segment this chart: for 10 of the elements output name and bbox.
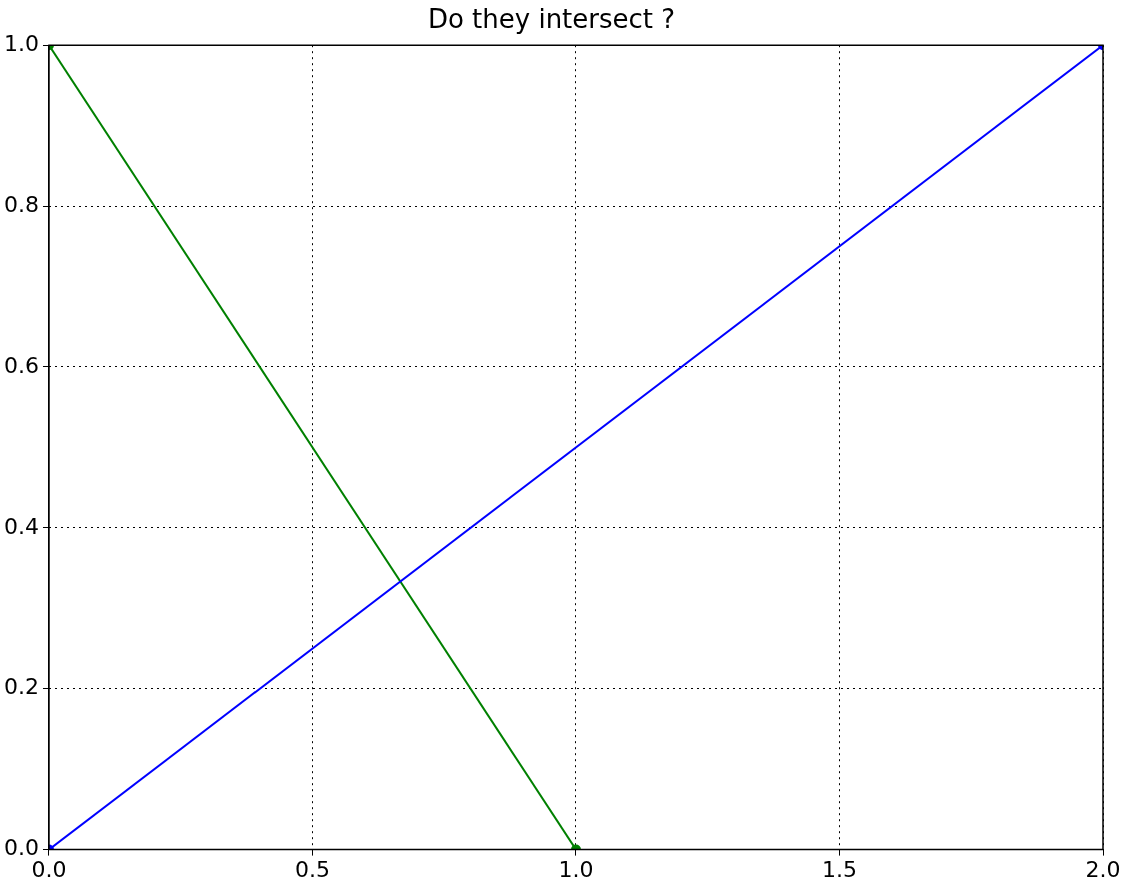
y-tick-label: 0.8: [3, 191, 39, 217]
x-tick-label: 1.5: [822, 856, 857, 882]
y-tick-label: 0.2: [3, 674, 39, 700]
y-tick-label: 0.6: [3, 352, 39, 378]
x-tick-label: 2.0: [1085, 856, 1121, 882]
y-tick-label: 0.4: [3, 513, 39, 539]
x-tick-label: 0.5: [294, 856, 330, 882]
x-tick-label: 1.0: [558, 856, 594, 882]
y-tick-label: 1.0: [3, 30, 39, 56]
chart-title: Do they intersect ?: [427, 4, 676, 35]
